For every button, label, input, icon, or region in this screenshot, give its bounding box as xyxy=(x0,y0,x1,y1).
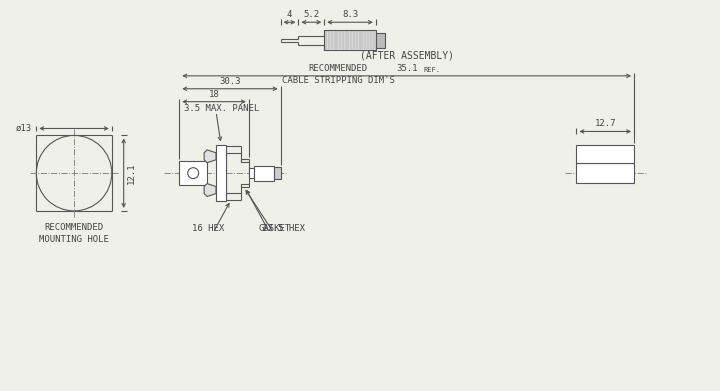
Text: RECOMMENDED
CABLE STRIPPING DIM'S: RECOMMENDED CABLE STRIPPING DIM'S xyxy=(282,64,395,86)
Text: 16 HEX: 16 HEX xyxy=(192,224,224,233)
Bar xyxy=(253,166,274,181)
Bar xyxy=(376,33,384,48)
Bar xyxy=(249,168,253,178)
Text: GASKET: GASKET xyxy=(258,224,291,233)
Text: 30.3: 30.3 xyxy=(219,77,240,86)
Bar xyxy=(216,145,226,201)
Text: 35.1: 35.1 xyxy=(396,64,418,73)
Bar xyxy=(274,167,281,179)
Bar xyxy=(577,163,634,183)
Text: 17.5 HEX: 17.5 HEX xyxy=(262,224,305,233)
Text: RECOMMENDED
MOUNTING HOLE: RECOMMENDED MOUNTING HOLE xyxy=(39,223,109,244)
Polygon shape xyxy=(204,150,216,163)
Text: 8.3: 8.3 xyxy=(342,10,358,19)
Text: (AFTER ASSEMBLY): (AFTER ASSEMBLY) xyxy=(360,51,454,61)
Polygon shape xyxy=(204,184,216,197)
Text: 5.2: 5.2 xyxy=(303,10,320,19)
Text: 18: 18 xyxy=(209,90,220,99)
Text: 3.5 MAX. PANEL: 3.5 MAX. PANEL xyxy=(184,104,259,113)
Text: 12.7: 12.7 xyxy=(595,120,616,129)
Text: REF.: REF. xyxy=(423,67,441,73)
Text: 12.1: 12.1 xyxy=(127,162,135,184)
Bar xyxy=(324,30,376,50)
Text: ø13: ø13 xyxy=(17,124,32,133)
Text: 4: 4 xyxy=(287,10,292,19)
Bar xyxy=(577,145,634,163)
Bar xyxy=(179,161,207,185)
